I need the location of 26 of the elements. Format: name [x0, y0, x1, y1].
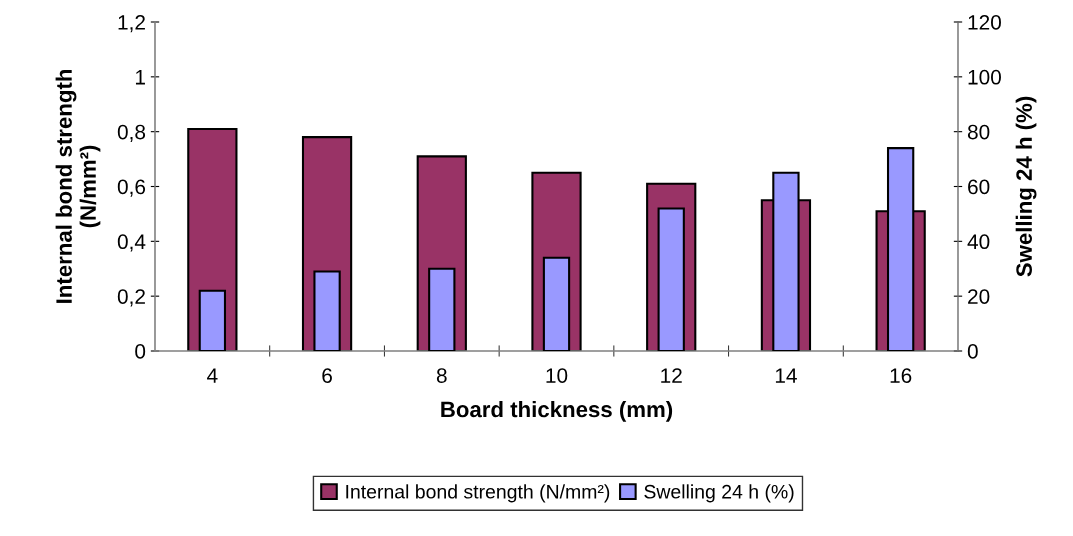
legend-label: Swelling 24 h (%): [644, 484, 794, 503]
y-tick-label: 0,6: [117, 179, 146, 197]
y-tick-label: 0: [135, 344, 146, 359]
y-tick-label: 1,2: [118, 15, 145, 33]
y2-tick-label: 60: [968, 179, 990, 195]
y2-tick-label: 0: [967, 344, 978, 359]
x-tick-label: 8: [436, 368, 447, 383]
y-axis-title: Internal bond strength (N/mm²): [55, 69, 101, 303]
x-tick-label: 12: [661, 368, 682, 383]
y2-tick-label: 80: [967, 124, 990, 140]
x-tick-label: 10: [546, 368, 568, 383]
y2-axis-title: Swelling 24 h (%): [1015, 96, 1037, 277]
y-tick-label: 0,4: [117, 234, 146, 252]
y2-tick-label: 20: [968, 289, 990, 304]
x-tick-label: 4: [207, 368, 218, 383]
y-tick-label: 1: [135, 70, 145, 85]
x-tick-label: 6: [322, 368, 332, 383]
y2-tick-label: 120: [968, 15, 1001, 30]
y2-tick-label: 100: [968, 69, 1001, 85]
y-tick-label: 0,8: [117, 124, 146, 142]
y2-tick-label: 40: [967, 234, 990, 250]
x-tick-label: 16: [890, 368, 912, 383]
x-axis-title: Board thickness (mm): [441, 400, 673, 422]
x-tick-label: 14: [775, 368, 797, 383]
legend-label: Internal bond strength (N/mm²): [346, 484, 610, 503]
y-tick-label: 0,2: [117, 289, 145, 307]
